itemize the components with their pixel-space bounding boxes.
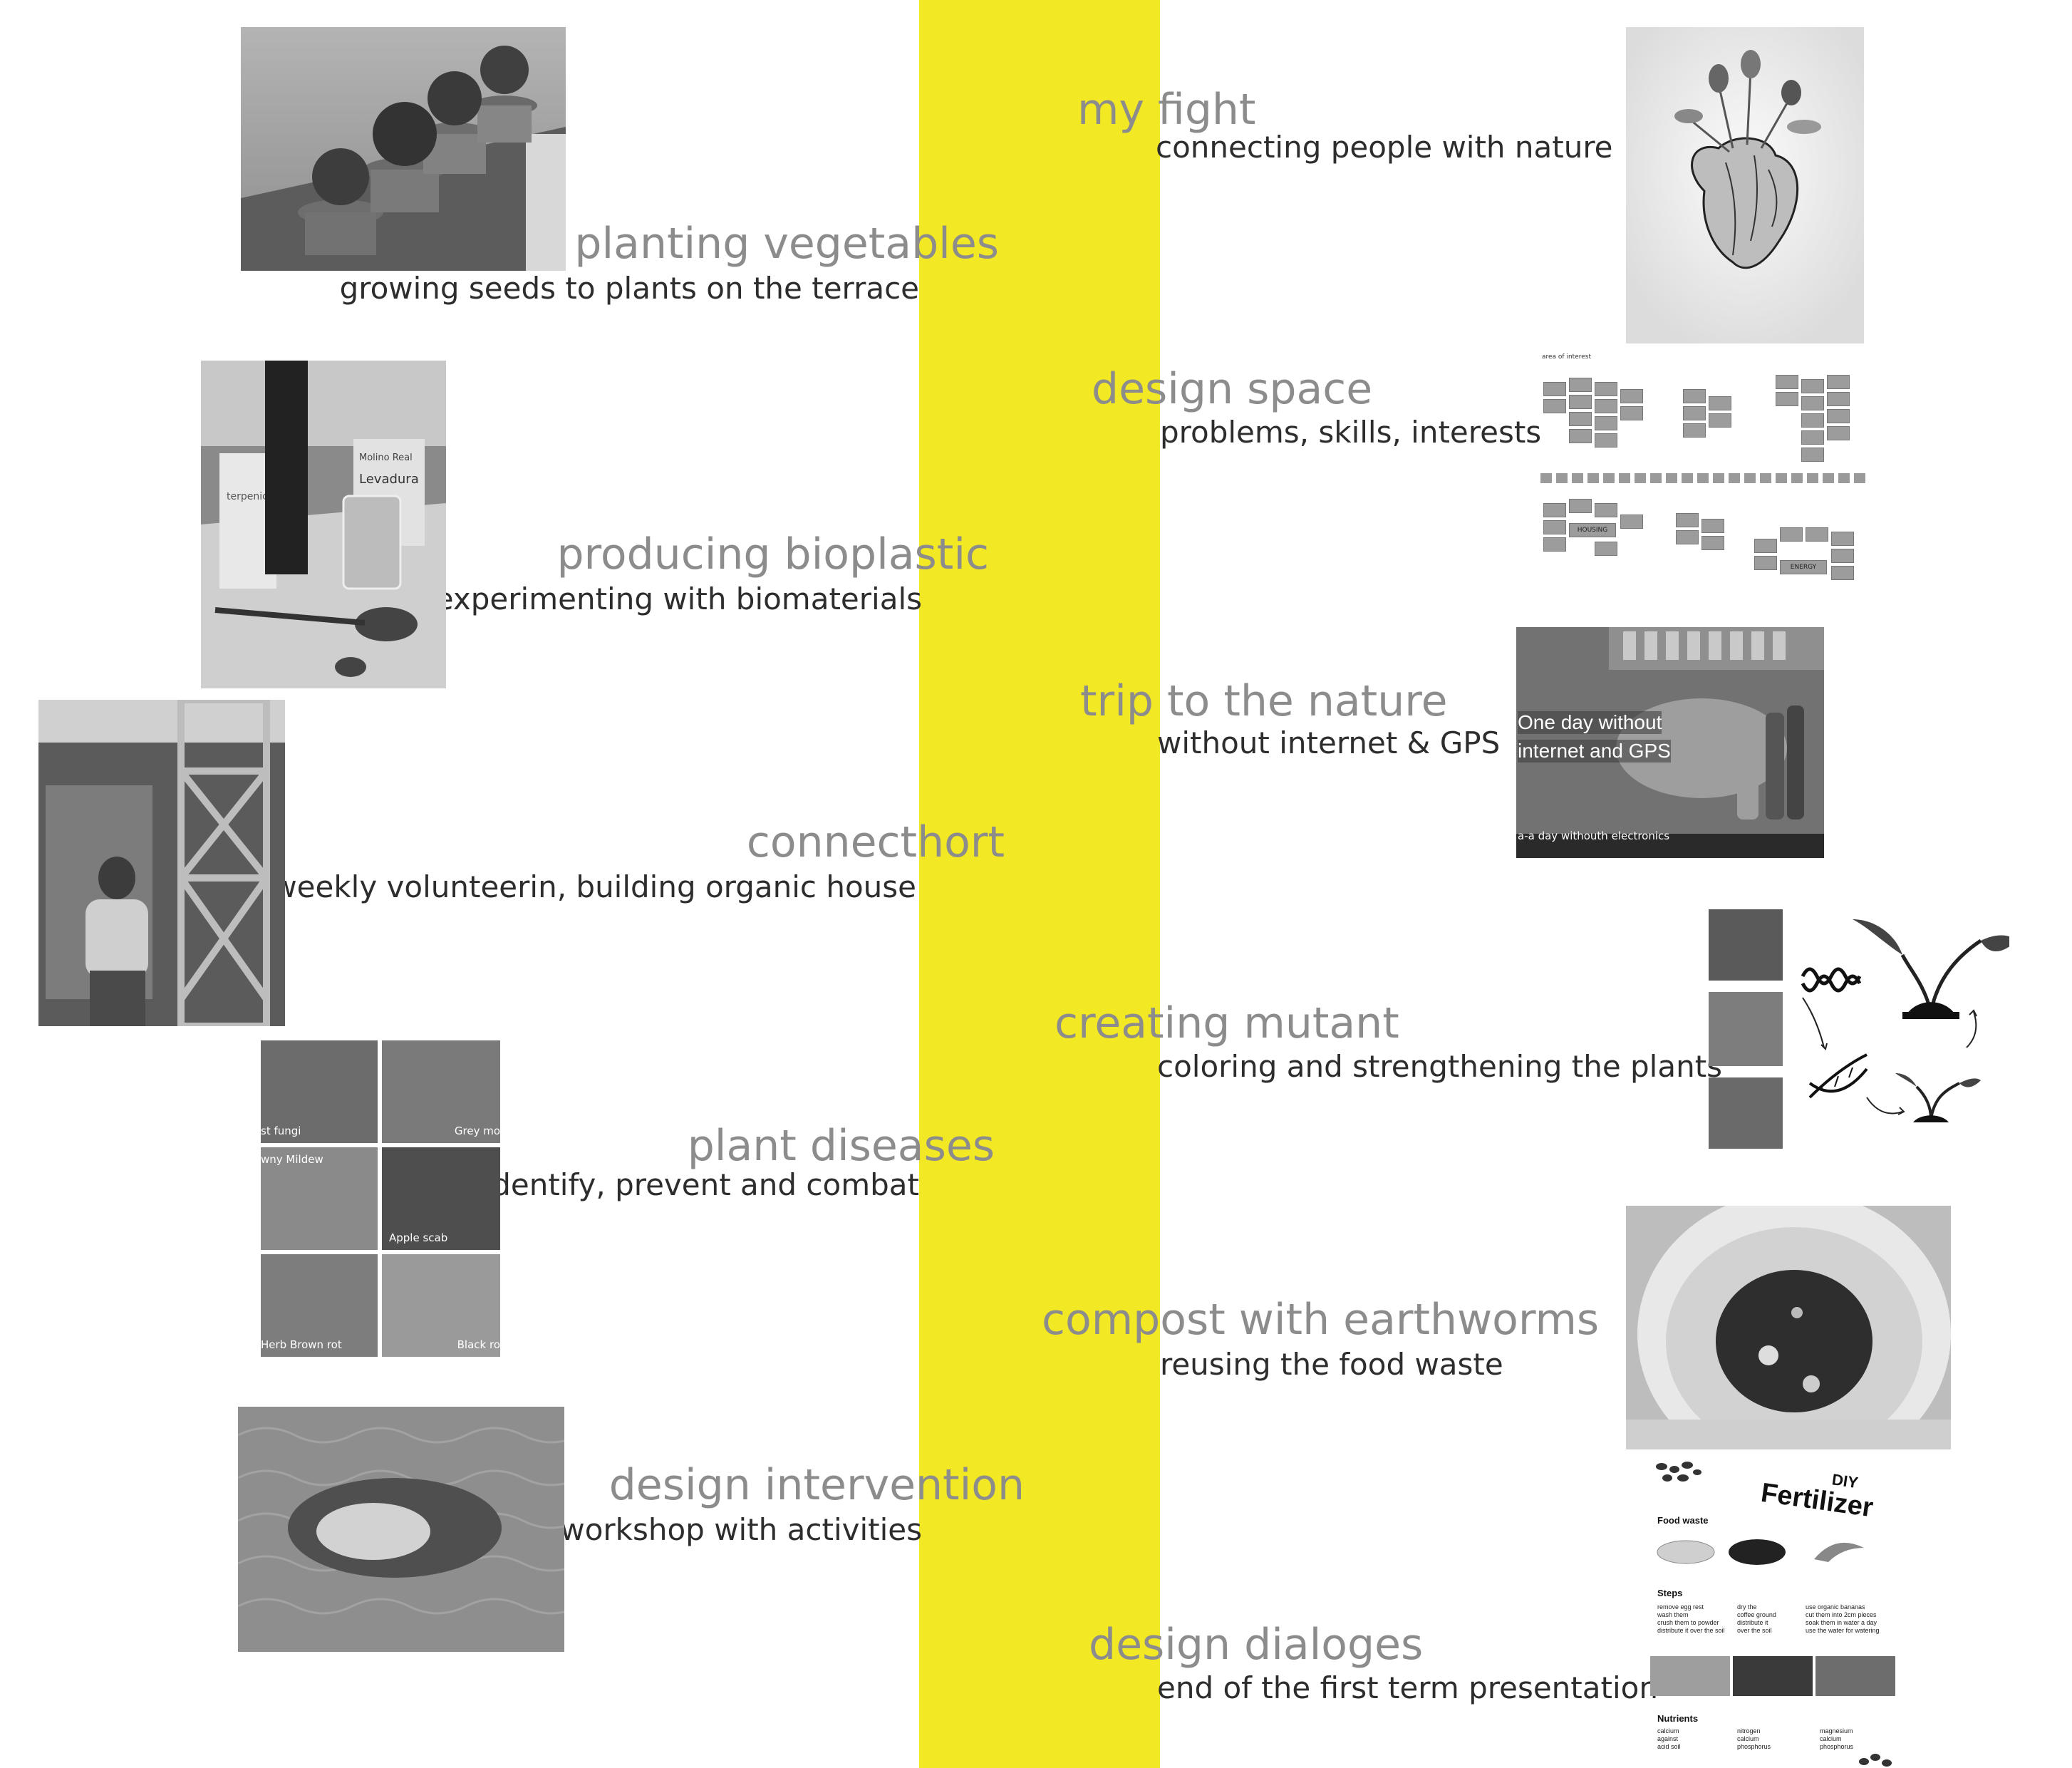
label-molino-real: Molino Real [359, 453, 413, 463]
entry-title-trip-to-the-nature: trip to the nature [1080, 676, 1448, 726]
poster-photo-strip [1650, 1656, 1895, 1696]
mutant-diagram [1801, 919, 2009, 1122]
poster-step-col-1: remove egg rest wash them crush them to po… [1657, 1603, 1725, 1634]
photo-producing-bioplastic: terpenic Molino Real Levadura [201, 361, 446, 688]
entry-subtitle-plant-diseases: identify, prevent and combat [483, 1167, 919, 1202]
illustration-my-fight [1626, 27, 1864, 343]
entry-subtitle-design-dialoges: end of the first term presentation [1157, 1670, 1658, 1705]
poster-nutrient-col-3: magnesium calcium phosphorus [1820, 1727, 1854, 1750]
poster-step-col-3: use organic bananas cut them into 2cm pie… [1806, 1603, 1880, 1634]
photo-design-intervention [238, 1407, 564, 1652]
disease-photo-4: Apple scab [382, 1147, 500, 1250]
entry-title-design-dialoges: design dialoges [1089, 1620, 1424, 1670]
poster-nutrient-col-1: calcium against acid soil [1657, 1727, 1681, 1750]
trip-overlay-line-1: One day without [1518, 711, 1662, 734]
entry-title-my-fight: my fight [1077, 85, 1256, 135]
entry-subtitle-compost-with-earthworms: reusing the food waste [1160, 1347, 1503, 1382]
entry-title-planting-vegetables: planting vegetables [574, 219, 999, 269]
disease-caption-3: wny Mildew [261, 1153, 323, 1166]
disease-photo-2: Grey mo [382, 1040, 500, 1143]
disease-caption-5: Herb Brown rot [261, 1338, 342, 1351]
board-label-energy: ENERGY [1780, 560, 1827, 574]
photo-connecthort [38, 700, 285, 1026]
mutant-photo-1 [1709, 909, 1783, 981]
disease-caption-1: st fungi [261, 1125, 301, 1137]
sprout-small-icon [1915, 1082, 1960, 1120]
label-levadura: Levadura [359, 472, 419, 487]
poster-steps-heading: Steps [1657, 1588, 1683, 1598]
trip-overlay-line-2: internet and GPS [1518, 740, 1671, 762]
board-divider-row [1540, 473, 1870, 483]
food-waste-icons [1657, 1539, 1864, 1565]
poster-diy-fertilizer: DIY Fertilizer Food waste Steps remove e… [1650, 1457, 1901, 1768]
disease-photo-6: Black ro [382, 1254, 500, 1357]
poster-nutrients-heading: Nutrients [1657, 1713, 1699, 1724]
seeds-icon-bottom [1859, 1754, 1892, 1767]
entry-subtitle-my-fight: connecting people with nature [1156, 130, 1613, 165]
disease-caption-6: Black ro [457, 1338, 500, 1351]
photo-grid-plant-diseases: st fungi Grey mo wny Mildew Apple scab H… [261, 1040, 500, 1357]
board-label-housing: HOUSING [1569, 523, 1616, 537]
timeline-spine [919, 0, 1160, 1768]
entry-title-design-intervention: design intervention [608, 1460, 1025, 1510]
entry-title-plant-diseases: plant diseases [687, 1121, 995, 1171]
board-header: area of interest [1542, 353, 1591, 361]
entry-title-producing-bioplastic: producing bioplastic [556, 529, 989, 579]
dna-icon [1808, 1053, 1868, 1099]
entry-subtitle-connecthort: weekly volunteerin, building organic hou… [272, 869, 916, 904]
poster-nutrient-col-2: nitrogen calcium phosphorus [1737, 1727, 1771, 1750]
mutant-photo-2 [1709, 992, 1783, 1066]
disease-photo-5: Herb Brown rot [261, 1254, 378, 1357]
mutant-photo-3 [1709, 1077, 1783, 1149]
entry-title-design-space: design space [1092, 364, 1373, 414]
photo-compost-with-earthworms [1626, 1206, 1951, 1449]
dna-strand-small-icon [1801, 967, 1862, 986]
entry-title-compost-with-earthworms: compost with earthworms [1042, 1295, 1600, 1345]
photo-planting-vegetables [241, 27, 566, 271]
entry-subtitle-trip-to-the-nature: without internet & GPS [1157, 725, 1501, 760]
entry-subtitle-planting-vegetables: growing seeds to plants on the terrace [339, 271, 919, 306]
sprout-large-icon [1900, 939, 1982, 1013]
disease-photo-1: st fungi [261, 1040, 378, 1143]
entry-title-connecthort: connecthort [746, 817, 1005, 867]
seeds-icon [1656, 1462, 1701, 1482]
poster-step-col-2: dry the coffee ground distribute it over th… [1737, 1603, 1776, 1634]
photo-trip-to-the-nature: One day without internet and GPS a-a day… [1516, 627, 1824, 858]
entry-subtitle-design-space: problems, skills, interests [1160, 415, 1542, 450]
entry-subtitle-design-intervention: workshop with activities [560, 1512, 922, 1547]
poster-food-waste-heading: Food waste [1657, 1515, 1709, 1526]
disease-caption-2: Grey mo [454, 1125, 500, 1137]
entry-title-creating-mutant: creating mutant [1055, 998, 1399, 1048]
disease-caption-4: Apple scab [389, 1231, 448, 1244]
entry-subtitle-creating-mutant: coloring and strengthening the plants [1157, 1049, 1723, 1084]
label-terpenic: terpenic [227, 491, 268, 502]
disease-photo-3: wny Mildew [261, 1147, 378, 1250]
trip-caption: a-a day withouth electronics [1518, 829, 1670, 842]
board-design-space: area of interest HOUSING ENERGY [1540, 353, 1870, 589]
entry-subtitle-producing-bioplastic: experimenting with biomaterials [435, 581, 922, 616]
